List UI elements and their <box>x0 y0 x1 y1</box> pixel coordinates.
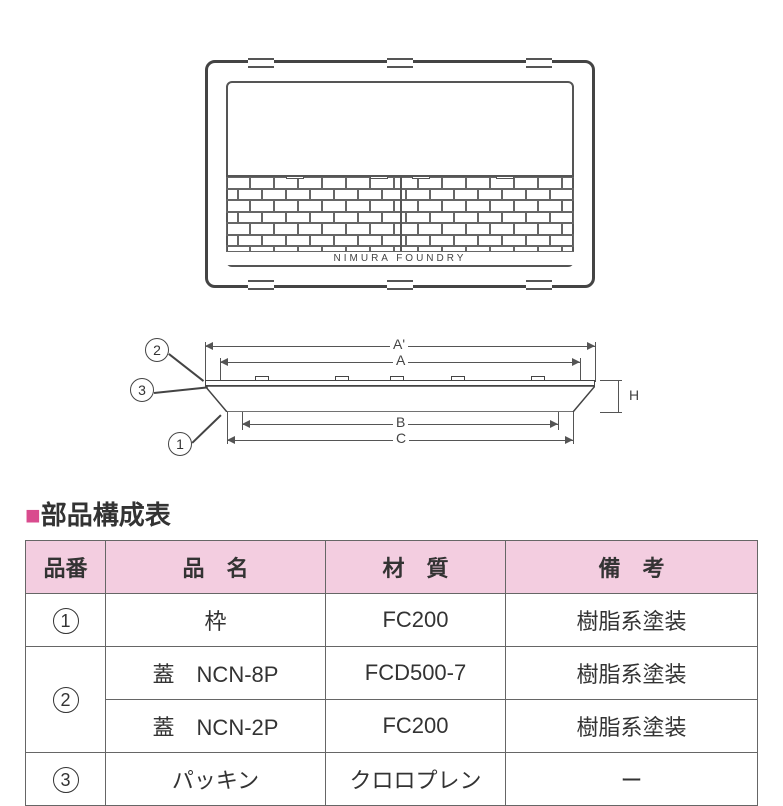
hinge-tab <box>412 175 430 179</box>
cell-name: 蓋 NCN-2P <box>106 700 326 753</box>
arrow-icon <box>220 358 228 366</box>
table-row: 3 パッキンクロロプレンー <box>26 753 758 806</box>
arrow-icon <box>242 420 250 428</box>
arrow-icon <box>227 436 235 444</box>
cell-material: クロロプレン <box>326 753 506 806</box>
product-text: NIMURA FOUNDRY <box>226 251 574 265</box>
hinge-tab <box>370 175 388 179</box>
cell-note: 樹脂系塗装 <box>506 647 758 700</box>
parts-table: 品番 品 名 材 質 備 考 1枠FC200樹脂系塗装2蓋 NCN-8PFCD5… <box>25 540 758 806</box>
cell-material: FC200 <box>326 700 506 753</box>
section-title: ■部品構成表 <box>25 495 758 532</box>
dim-label-c: C <box>393 431 409 445</box>
callout-line <box>169 353 205 381</box>
table-row: 1 枠FC200樹脂系塗装 <box>26 594 758 647</box>
side-trapezoid <box>205 386 595 412</box>
th-mat: 材 質 <box>326 541 506 594</box>
th-name: 品 名 <box>106 541 326 594</box>
cell-num: 2 <box>26 647 106 753</box>
callout-line <box>154 386 208 393</box>
side-tab <box>335 376 349 381</box>
cell-note: 樹脂系塗装 <box>506 594 758 647</box>
parts-tbody: 1枠FC200樹脂系塗装2蓋 NCN-8PFCD500-7樹脂系塗装蓋 NCN-… <box>26 594 758 806</box>
notch <box>248 58 274 68</box>
center-divider <box>400 177 402 253</box>
brick-pattern: NIMURA FOUNDRY <box>226 175 574 267</box>
cell-material: FCD500-7 <box>326 647 506 700</box>
dim-h <box>618 380 619 412</box>
side-tab <box>531 376 545 381</box>
dim-label-a: A <box>393 353 408 367</box>
hinge-tab <box>286 175 304 179</box>
arrow-icon <box>205 342 213 350</box>
cell-name: パッキン <box>106 753 326 806</box>
notch <box>526 58 552 68</box>
notch <box>248 280 274 290</box>
ext-line <box>595 342 596 382</box>
dim-label-a-prime: A' <box>390 337 408 351</box>
callout-3: 3 <box>130 378 154 402</box>
arrow-icon <box>565 436 573 444</box>
callout-1: 1 <box>168 432 192 456</box>
arrow-icon <box>587 342 595 350</box>
table-header-row: 品番 品 名 材 質 備 考 <box>26 541 758 594</box>
table-row: 2蓋 NCN-8PFCD500-7樹脂系塗装 <box>26 647 758 700</box>
cell-num: 3 <box>26 753 106 806</box>
side-tab <box>451 376 465 381</box>
technical-diagram: NIMURA FOUNDRY A' A <box>0 0 783 470</box>
callout-line <box>191 414 221 443</box>
side-tab <box>390 376 404 381</box>
notch <box>387 58 413 68</box>
dim-label-b: B <box>393 415 408 429</box>
cell-material: FC200 <box>326 594 506 647</box>
frame-outer: NIMURA FOUNDRY <box>205 60 595 288</box>
hinge-tab <box>496 175 514 179</box>
cell-note: ー <box>506 753 758 806</box>
section-title-text: 部品構成表 <box>41 500 171 530</box>
callout-2: 2 <box>145 338 169 362</box>
ext-line <box>573 412 574 444</box>
arrow-icon <box>550 420 558 428</box>
top-view: NIMURA FOUNDRY <box>205 60 595 288</box>
side-view: A' A B <box>150 330 650 450</box>
cell-name: 蓋 NCN-8P <box>106 647 326 700</box>
side-frame <box>205 380 595 412</box>
table-row: 蓋 NCN-2PFC200樹脂系塗装 <box>26 700 758 753</box>
ext-line <box>600 412 622 413</box>
th-num: 品番 <box>26 541 106 594</box>
notch <box>387 280 413 290</box>
th-note: 備 考 <box>506 541 758 594</box>
arrow-icon <box>572 358 580 366</box>
side-tab <box>255 376 269 381</box>
circled-number: 1 <box>53 608 79 634</box>
cell-num: 1 <box>26 594 106 647</box>
circled-number: 2 <box>53 687 79 713</box>
ext-line <box>558 412 559 430</box>
cell-note: 樹脂系塗装 <box>506 700 758 753</box>
cell-name: 枠 <box>106 594 326 647</box>
notch <box>526 280 552 290</box>
dim-label-h: H <box>626 388 642 402</box>
circled-number: 3 <box>53 767 79 793</box>
parts-table-section: ■部品構成表 品番 品 名 材 質 備 考 1枠FC200樹脂系塗装2蓋 NCN… <box>25 495 758 806</box>
square-bullet-icon: ■ <box>25 500 41 530</box>
ext-line <box>580 358 581 382</box>
